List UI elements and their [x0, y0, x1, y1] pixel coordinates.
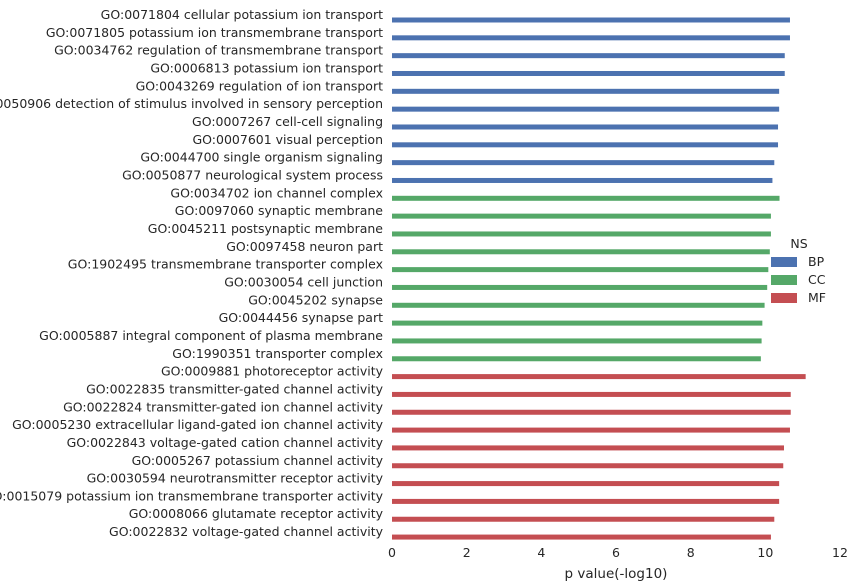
x-tick-label: 6 — [612, 545, 620, 560]
legend-swatch-bp — [771, 257, 797, 267]
category-label: GO:0007601 visual perception — [192, 132, 383, 147]
category-label: GO:0015079 potassium ion transmembrane t… — [0, 488, 384, 503]
x-tick-label: 4 — [537, 545, 545, 560]
bar-bp — [392, 88, 780, 94]
x-axis-title: p value(-log10) — [565, 566, 668, 582]
bar-bp — [392, 35, 790, 41]
bar-bp — [392, 106, 780, 112]
category-label: GO:0034702 ion channel complex — [170, 185, 383, 200]
category-label: GO:0022835 transmitter-gated channel act… — [86, 381, 383, 396]
legend-label-mf: MF — [808, 290, 826, 305]
category-label: GO:0097458 neuron part — [226, 239, 383, 254]
category-label: GO:0044700 single organism signaling — [140, 150, 383, 165]
category-label: GO:0045202 synapse — [248, 292, 383, 307]
category-labels: GO:0071804 cellular potassium ion transp… — [0, 7, 384, 539]
bar-mf — [392, 391, 791, 397]
bar-mf — [392, 409, 791, 415]
bars — [392, 17, 806, 540]
category-label: GO:0043269 regulation of ion transport — [136, 78, 384, 93]
bar-bp — [392, 124, 779, 130]
category-label: GO:0045211 postsynaptic membrane — [148, 221, 384, 236]
category-label: GO:0007267 cell-cell signaling — [192, 114, 383, 129]
bar-mf — [392, 427, 790, 433]
bar-mf — [392, 534, 771, 540]
legend-title: NS — [790, 236, 807, 251]
category-label: GO:0071804 cellular potassium ion transp… — [101, 7, 383, 22]
x-tick-label: 12 — [832, 545, 848, 560]
bar-mf — [392, 445, 784, 451]
category-label: GO:0097060 synaptic membrane — [175, 203, 384, 218]
bar-cc — [392, 231, 771, 237]
category-label: GO:1990351 transporter complex — [172, 346, 383, 361]
category-label: GO:0034762 regulation of transmembrane t… — [54, 43, 383, 58]
bar-cc — [392, 267, 769, 273]
legend-swatch-cc — [771, 275, 797, 285]
category-label: GO:0030054 cell junction — [224, 274, 383, 289]
bar-cc — [392, 338, 762, 344]
bar-bp — [392, 17, 790, 23]
bar-cc — [392, 320, 763, 326]
bar-bp — [392, 70, 785, 76]
bar-mf — [392, 516, 775, 522]
category-label: GO:0008066 glutamate receptor activity — [129, 506, 384, 521]
x-tick-label: 0 — [388, 545, 396, 560]
category-label: GO:0071805 potassium ion transmembrane t… — [46, 25, 383, 40]
category-label: GO:0050906 detection of stimulus involve… — [0, 96, 383, 111]
category-label: GO:0044456 synapse part — [219, 310, 383, 325]
category-label: GO:0005887 integral component of plasma … — [39, 328, 383, 343]
bar-cc — [392, 195, 780, 201]
category-label: GO:0022832 voltage-gated channel activit… — [109, 524, 384, 539]
bar-bp — [392, 53, 785, 59]
x-tick-label: 10 — [757, 545, 773, 560]
bar-bp — [392, 142, 779, 148]
category-label: GO:1902495 transmembrane transporter com… — [68, 257, 383, 272]
legend-label-cc: CC — [808, 272, 826, 287]
bar-cc — [392, 284, 768, 290]
bar-cc — [392, 249, 770, 255]
category-label: GO:0005267 potassium channel activity — [132, 453, 384, 468]
category-label: GO:0005230 extracellular ligand-gated io… — [12, 417, 384, 432]
bar-bp — [392, 160, 775, 166]
bar-cc — [392, 356, 761, 362]
bar-mf — [392, 498, 780, 504]
category-label: GO:0006813 potassium ion transport — [150, 60, 383, 75]
bar-cc — [392, 213, 771, 219]
category-label: GO:0050877 neurological system process — [122, 167, 383, 182]
legend-swatch-mf — [771, 293, 797, 303]
bar-mf — [392, 481, 780, 487]
category-label: GO:0022824 transmitter-gated ion channel… — [63, 399, 384, 414]
legend-label-bp: BP — [808, 254, 825, 269]
category-label: GO:0022843 voltage-gated cation channel … — [67, 435, 384, 450]
x-tick-label: 8 — [687, 545, 695, 560]
category-label: GO:0009881 photoreceptor activity — [161, 364, 384, 379]
bar-mf — [392, 463, 784, 469]
x-axis-ticks: 0 2 4 6 8 10 12 — [388, 545, 848, 560]
category-label: GO:0030594 neurotransmitter receptor act… — [87, 471, 384, 486]
bar-bp — [392, 177, 773, 183]
legend: NS BP CC MF — [771, 236, 826, 305]
x-tick-label: 2 — [463, 545, 471, 560]
bar-mf — [392, 374, 806, 380]
bar-cc — [392, 302, 765, 308]
